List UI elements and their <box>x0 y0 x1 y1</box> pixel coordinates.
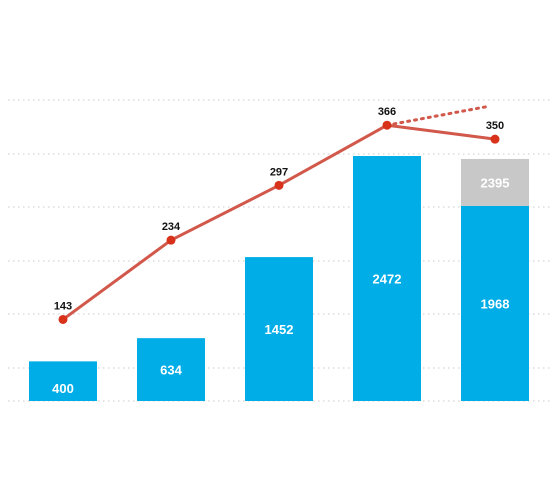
data-labels: 400 634 1452 2472 2395 1968 <box>52 175 509 396</box>
line-point-4 <box>382 120 392 130</box>
line-point-5-label: 350 <box>486 120 504 132</box>
bar-1 <box>29 361 97 401</box>
line-point-2-label: 234 <box>162 221 181 233</box>
line-point-1 <box>58 314 68 324</box>
line-point-2 <box>166 235 176 245</box>
bar-3 <box>245 257 313 401</box>
line-point-5 <box>490 134 500 144</box>
line-point-4-label: 366 <box>378 106 396 118</box>
line-projection <box>385 104 492 127</box>
bar-4-label: 2472 <box>373 272 402 287</box>
line-series: 143 234 297 366 350 <box>54 104 504 324</box>
gridlines <box>8 99 552 402</box>
line-point-3-label: 297 <box>270 166 288 178</box>
bars <box>29 156 529 401</box>
bar-5-stack-label: 2395 <box>481 175 510 190</box>
line-point-1-label: 143 <box>54 300 72 312</box>
bar-2-label: 634 <box>160 363 182 378</box>
bar-5 <box>461 205 529 401</box>
line-point-3 <box>274 180 284 190</box>
bar-3-label: 1452 <box>265 322 294 337</box>
bar-4 <box>353 156 421 401</box>
bar-5-stack <box>461 158 529 206</box>
bar-1-label: 400 <box>52 381 74 396</box>
bar-2 <box>137 338 205 401</box>
bar-5-label: 1968 <box>481 296 510 311</box>
